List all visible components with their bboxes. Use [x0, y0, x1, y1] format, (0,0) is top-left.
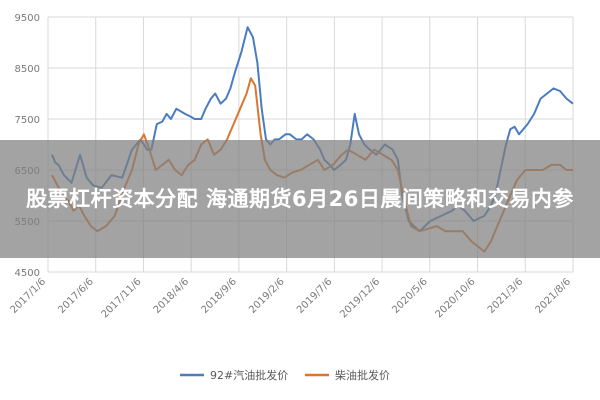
- legend-label-1: 92#汽油批发价: [210, 368, 288, 382]
- x-tick-label: 2019/2/6: [247, 276, 287, 316]
- x-tick-label: 2017/1/6: [9, 276, 49, 316]
- y-tick-label: 7500: [15, 115, 40, 126]
- x-tick-label: 2017/11/6: [100, 276, 144, 320]
- x-tick-label: 2019/7/6: [295, 276, 335, 316]
- x-tick-label: 2020/5/6: [390, 276, 430, 316]
- x-tick-label: 2021/8/6: [534, 276, 574, 316]
- x-tick-label: 2020/10/6: [434, 276, 478, 320]
- y-tick-label: 8500: [15, 64, 40, 75]
- x-tick-label: 2021/3/6: [486, 276, 526, 316]
- legend: 92#汽油批发价 柴油批发价: [180, 368, 390, 382]
- x-axis-ticks: 2017/1/6 2017/6/6 2017/11/6 2018/4/6 2018/9/…: [9, 276, 574, 320]
- x-tick-label: 2019/12/6: [338, 276, 382, 320]
- x-tick-label: 2018/9/6: [199, 276, 239, 316]
- y-tick-label: 4500: [15, 268, 40, 279]
- y-tick-label: 9500: [15, 13, 40, 24]
- banner-title: 股票杠杆资本分配 海通期货6月26日晨间策略和交易内参: [26, 186, 574, 211]
- x-tick-label: 2017/6/6: [56, 276, 96, 316]
- legend-label-2: 柴油批发价: [335, 368, 390, 382]
- x-tick-label: 2018/4/6: [152, 276, 192, 316]
- title-banner: 股票杠杆资本分配 海通期货6月26日晨间策略和交易内参: [0, 140, 600, 258]
